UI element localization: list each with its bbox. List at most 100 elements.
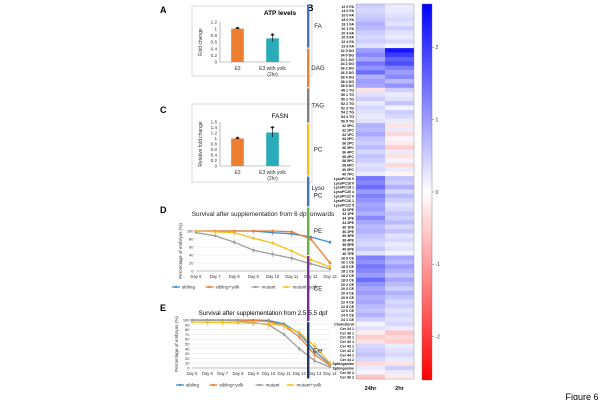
panel-d-x-tick-label: Day 10 [266, 274, 280, 279]
heatmap-group-bar [307, 48, 310, 88]
panel-d-y-tick-label: 100 [187, 229, 194, 234]
heatmap-cell [356, 317, 385, 322]
heatmap-cell [356, 326, 385, 331]
heatmap-row-label: 54 2 TG [341, 111, 354, 115]
heatmap-cell [385, 4, 414, 9]
heatmap-cell [385, 229, 414, 234]
heatmap-cell [385, 21, 414, 27]
heatmap-cell [385, 43, 414, 49]
heatmap-cell [356, 246, 385, 252]
colorbar-tick-label: -1 [436, 262, 441, 268]
heatmap-group-label: Cer [313, 347, 323, 354]
heatmap-cell [356, 286, 385, 291]
panel-e-data-point [328, 365, 332, 369]
panel-e-y-tick-label: 10 [185, 361, 190, 366]
heatmap-cell [385, 259, 414, 265]
heatmap-cell [385, 167, 414, 172]
panel-e-data-point [298, 331, 301, 334]
panel-d-data-point [271, 229, 274, 233]
heatmap-cell [356, 365, 385, 371]
panel-a-data-point [271, 33, 274, 36]
heatmap-row-label: Cer 44 2 [340, 358, 354, 362]
panel-a-bar [266, 38, 279, 62]
heatmap-cell [356, 92, 385, 97]
heatmap-cell [385, 312, 414, 318]
heatmap-cell [356, 251, 385, 256]
heatmap-cell [385, 295, 414, 300]
colorbar-tick-label: -2 [436, 334, 441, 340]
heatmap-row-label: 18 2 CE [341, 274, 355, 278]
heatmap-cell [385, 215, 414, 221]
heatmap-row-label: Cer 40 1 [340, 340, 354, 344]
panel-d-legend-label: mutant [262, 285, 277, 290]
heatmap-row-label: 52 2 TG [341, 102, 354, 106]
heatmap-cell [356, 52, 385, 58]
panel-e-legend-marker [178, 383, 182, 387]
heatmap-cell [385, 70, 414, 75]
panel-e-legend-label: mutant [266, 383, 281, 388]
heatmap-row-label: 36 1PE [342, 225, 354, 229]
heatmap-group-label: PC [314, 147, 323, 154]
panel-d-x-tick-label: Day 11 [285, 274, 299, 279]
heatmap-cell [385, 149, 414, 155]
heatmap-cell [356, 70, 385, 75]
heatmap-cell [385, 277, 414, 283]
heatmap-cell [356, 370, 385, 375]
heatmap-row-label: LysoPC22 6 [334, 195, 354, 199]
heatmap-cell [356, 290, 385, 296]
heatmap-row-label: 48 1 TG [341, 89, 354, 93]
panel-d-letter: D [160, 205, 167, 215]
heatmap-cell [385, 176, 414, 181]
heatmap-row-label: LysoPC18 0 [334, 181, 354, 185]
heatmap-cell [385, 352, 414, 358]
panel-a-plot: 0 0.2 0.40.6 0.8 11.2 Fold change E3 E3 with yo… [191, 5, 313, 78]
panel-a-y-tick-label: 0.6 [211, 40, 218, 45]
panel-e-x-tick-label: Day 14 [323, 371, 337, 376]
heatmap-cell [356, 96, 385, 102]
heatmap-row-label: 52 3 TG [341, 106, 354, 110]
panel-c-data-point [271, 126, 274, 129]
heatmap-row-label: 32 0PE [342, 208, 354, 212]
heatmap-row-label: 34 1 DG [341, 58, 355, 62]
heatmap-row-label: 24 0 CE [341, 314, 355, 318]
panel-e-data-point [267, 322, 270, 326]
heatmap-group-label: FA [314, 23, 322, 30]
panel-d-legend-marker [285, 285, 288, 289]
panel-e-y-tick-label: 60 [185, 337, 190, 342]
heatmap-row-label: 18 1 FA [341, 22, 354, 26]
panel-a: A ATP levels 0 0.2 0.40.6 0.8 11.2 Fold chang… [160, 5, 313, 78]
heatmap-cell [356, 167, 385, 172]
heatmap-cell [385, 206, 414, 212]
heatmap-cell [385, 348, 414, 353]
panel-c-letter: C [160, 105, 167, 115]
panel-a-title: ATP levels [264, 10, 297, 17]
heatmap-row-label: Sphinganine [332, 362, 354, 366]
heatmap-cell [385, 127, 414, 133]
heatmap-row-label: 18 3 CE [341, 278, 355, 282]
heatmap-cell [356, 312, 385, 318]
heatmap-row-label: 38 6PC [342, 164, 354, 168]
heatmap-row-label: 34 2PC [342, 137, 354, 141]
heatmap-cell [385, 123, 414, 128]
panel-e-data-point [206, 321, 209, 324]
heatmap-cell [356, 184, 385, 190]
panel-d-y-tick-label: 80 [189, 237, 194, 242]
heatmap-cell [356, 74, 385, 80]
heatmap-row-label: 50 1 TG [341, 93, 354, 97]
heatmap-cell [385, 330, 414, 336]
heatmap-cell [385, 39, 414, 44]
heatmap-row-label: 16 0 FA [341, 14, 354, 18]
heatmap-row-label: 36 4PC [342, 150, 354, 154]
heatmap-cell [385, 308, 414, 314]
panel-e-x-tick-label: Day 8 [233, 371, 245, 376]
heatmap-cell [356, 211, 385, 216]
heatmap-cell [356, 12, 385, 18]
heatmap-row-label: 20 1 FA [341, 27, 354, 31]
heatmap-cell [356, 268, 385, 274]
heatmap-cell [385, 189, 414, 194]
heatmap-cell [385, 48, 414, 53]
panel-c-y-tick-label: 0.6 [211, 147, 218, 152]
heatmap-cell [356, 34, 385, 40]
panel-a-x-tick-label: (2hr) [267, 72, 278, 78]
